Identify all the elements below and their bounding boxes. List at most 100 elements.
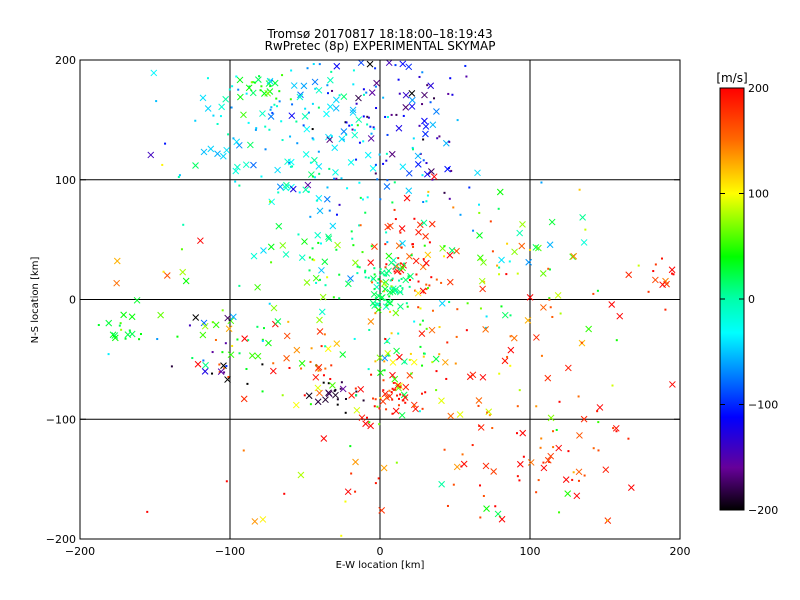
- colorbar-ticks: 200 100 0 −100 −200: [720, 82, 778, 517]
- data-point-cross: [576, 432, 583, 439]
- data-point-cross: [347, 159, 355, 166]
- data-point-cross: [494, 510, 502, 518]
- data-point-dot: [221, 309, 224, 312]
- data-point-cross: [544, 456, 552, 464]
- data-point-dot: [248, 85, 251, 88]
- data-point-cross: [668, 266, 676, 274]
- data-point-cross: [421, 91, 428, 99]
- data-point-cross: [388, 150, 396, 158]
- data-point-dot: [231, 85, 234, 88]
- data-point-cross: [197, 237, 204, 245]
- data-point-dot: [376, 178, 379, 181]
- data-point-cross: [266, 77, 274, 85]
- data-point-cross: [447, 412, 455, 420]
- data-point-dot: [182, 223, 185, 226]
- data-point-cross: [659, 281, 666, 289]
- data-point-dot: [397, 332, 400, 335]
- data-point-dot: [310, 347, 313, 350]
- data-point-dot: [443, 255, 446, 258]
- data-point-dot: [385, 152, 388, 155]
- data-point-dot: [362, 140, 365, 143]
- data-point-cross: [157, 311, 164, 319]
- data-point-cross: [564, 490, 572, 497]
- data-point-cross: [355, 116, 363, 123]
- data-point-dot: [558, 400, 561, 403]
- data-point-dot: [350, 230, 353, 233]
- data-point-dot: [374, 172, 377, 175]
- data-point-dot: [374, 398, 377, 401]
- data-point-dot: [391, 398, 394, 401]
- x-tick-label: −200: [65, 545, 95, 558]
- data-point-dot: [394, 388, 397, 391]
- data-point-dot: [250, 81, 253, 84]
- data-point-dot: [324, 345, 327, 348]
- data-point-dot: [392, 381, 395, 384]
- data-point-cross: [242, 161, 250, 169]
- data-point-dot: [468, 186, 471, 189]
- data-point-dot: [269, 200, 272, 203]
- data-point-dot: [362, 115, 365, 118]
- data-point-dot: [366, 123, 369, 126]
- data-point-dot: [391, 387, 394, 390]
- data-point-dot: [496, 264, 499, 267]
- data-point-cross: [410, 358, 418, 366]
- data-point-cross: [333, 62, 341, 70]
- data-point-dot: [236, 338, 239, 341]
- data-point-dot: [162, 270, 165, 273]
- data-point-dot: [552, 430, 555, 433]
- data-point-cross: [371, 243, 378, 250]
- data-point-dot: [390, 285, 393, 288]
- data-point-cross: [323, 110, 330, 118]
- data-point-dot: [288, 161, 291, 164]
- data-point-cross: [432, 355, 440, 363]
- data-point-dot: [407, 275, 410, 278]
- data-point-cross: [325, 390, 333, 398]
- data-point-dot: [255, 127, 258, 130]
- data-point-dot: [518, 389, 521, 392]
- data-point-dot: [385, 408, 388, 411]
- data-point-dot: [374, 163, 377, 166]
- data-point-cross: [564, 364, 572, 372]
- data-point-dot: [377, 477, 380, 480]
- data-point-cross: [332, 169, 339, 176]
- data-point-dot: [477, 404, 480, 407]
- data-point-dot: [323, 333, 326, 336]
- data-point-cross: [386, 288, 394, 296]
- data-point-dot: [364, 269, 367, 272]
- data-point-cross: [585, 325, 593, 333]
- data-point-dot: [505, 273, 508, 276]
- data-point-dot: [389, 279, 392, 282]
- data-point-cross: [381, 390, 389, 398]
- data-point-dot: [423, 244, 426, 247]
- data-point-cross: [368, 89, 376, 96]
- data-point-dot: [228, 88, 231, 91]
- data-point-cross: [275, 222, 283, 230]
- data-point-cross: [420, 219, 428, 227]
- data-point-dot: [366, 196, 369, 199]
- data-point-dot: [415, 273, 418, 276]
- data-point-cross: [518, 242, 526, 250]
- data-point-dot: [223, 371, 226, 374]
- data-point-dot: [364, 276, 367, 279]
- data-point-dot: [390, 391, 393, 394]
- y-axis-label: N-S location [km]: [30, 257, 41, 344]
- data-point-cross: [441, 358, 449, 366]
- data-point-cross: [315, 163, 323, 170]
- data-point-dot: [395, 291, 398, 294]
- data-point-dot: [319, 278, 322, 281]
- data-point-cross: [326, 103, 334, 111]
- data-point-dot: [535, 491, 538, 494]
- data-point-cross: [283, 332, 291, 340]
- data-point-dot: [358, 266, 361, 269]
- data-point-cross: [453, 463, 461, 471]
- data-point-dot: [378, 423, 381, 426]
- colorbar-tick-label: 0: [748, 293, 755, 306]
- data-point-dot: [443, 245, 446, 248]
- data-point-cross: [301, 238, 308, 245]
- data-point-cross: [444, 165, 451, 173]
- data-point-cross: [407, 272, 414, 280]
- axis-ticks: −200 −100 0 100 200 −200 −100 0 100 200: [46, 54, 691, 558]
- data-point-cross: [482, 326, 489, 333]
- data-point-cross: [519, 220, 526, 228]
